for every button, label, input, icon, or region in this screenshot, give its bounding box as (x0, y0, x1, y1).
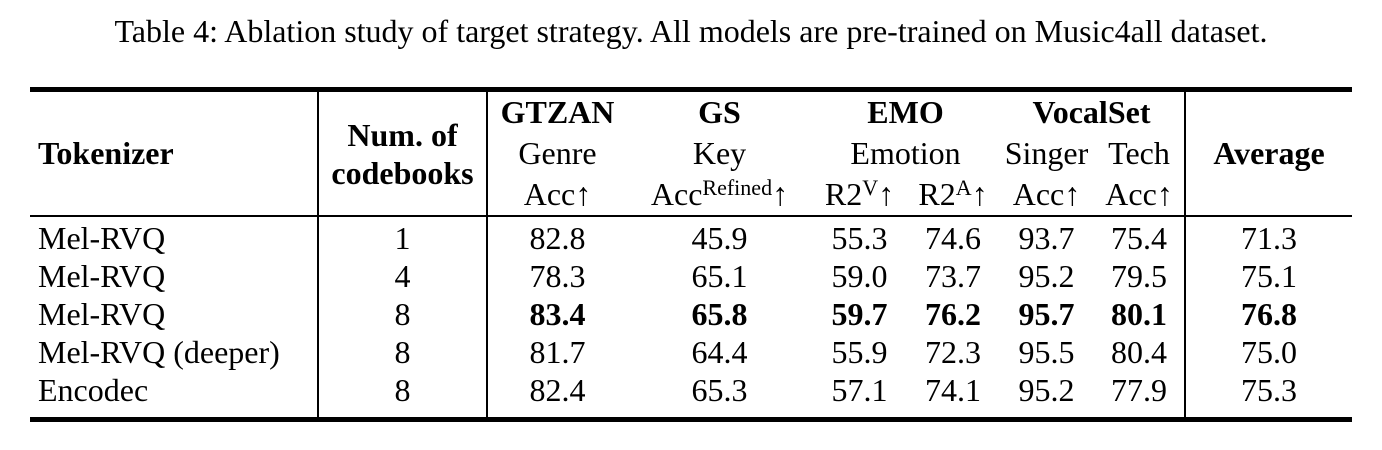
col-header-gs: GS (698, 94, 741, 130)
cell-tokenizer: Mel-RVQ (30, 295, 319, 333)
cell-value: 79.5 (1094, 257, 1187, 295)
metric-header-gs-acc-refined: AccRefined↑ (627, 174, 812, 216)
cell-tokenizer: Encodec (30, 371, 319, 420)
cell-average: 71.3 (1241, 220, 1298, 256)
num-codebooks-line1: Num. of (347, 116, 458, 153)
metric-header-vocalset-singer-acc: Acc↑ (999, 174, 1094, 216)
cell-value: 80.4 (1094, 333, 1187, 371)
cell-value: 83.4 (529, 296, 586, 332)
subheader-gs-key: Key (692, 135, 747, 171)
table-row: Mel-RVQ 4 78.3 65.1 59.0 73.7 95.2 79.5 … (30, 257, 1352, 295)
header-row-datasets: Tokenizer Num. of codebooks GTZAN GS EMO… (30, 89, 1352, 216)
cell-value: 73.7 (925, 258, 981, 294)
cell-value: 81.7 (529, 334, 586, 370)
subheader-emo-emotion: Emotion (850, 135, 961, 171)
metric-header-gtzan-acc: Acc↑ (487, 174, 627, 216)
table-row: Encodec 8 82.4 65.3 57.1 74.1 95.2 77.9 … (30, 371, 1352, 420)
col-header-average: Average (1213, 135, 1325, 171)
cell-tokenizer: Mel-RVQ (30, 216, 319, 257)
metric-superscript: V (862, 175, 879, 201)
cell-codebooks: 8 (318, 295, 488, 333)
cell-codebooks: 8 (318, 333, 488, 371)
cell-average: 75.1 (1241, 258, 1298, 294)
subheader-vocalset-singer: Singer (1004, 135, 1089, 171)
col-header-gtzan: GTZAN (500, 94, 615, 130)
cell-value: 82.4 (529, 372, 586, 408)
cell-codebooks: 8 (318, 371, 488, 420)
ablation-results-table: Tokenizer Num. of codebooks GTZAN GS EMO… (30, 87, 1353, 422)
cell-value: 59.7 (831, 296, 888, 332)
metric-superscript: Refined (702, 175, 773, 201)
cell-codebooks: 1 (318, 216, 488, 257)
cell-average: 75.0 (1241, 334, 1298, 370)
metric-base: R2 (824, 176, 863, 212)
cell-value: 65.1 (691, 258, 748, 294)
table-row: Mel-RVQ 8 83.4 65.8 59.7 76.2 95.7 80.1 … (30, 295, 1352, 333)
cell-value: 55.3 (831, 220, 888, 256)
col-header-num-codebooks: Num. of codebooks (318, 89, 488, 216)
subheader-gtzan-genre: Genre (518, 135, 597, 171)
up-arrow-icon: ↑ (575, 176, 592, 212)
metric-header-emo-r2v: R2V↑ (812, 174, 907, 216)
up-arrow-icon: ↑ (971, 176, 988, 212)
cell-value: 82.8 (529, 220, 586, 256)
subheader-vocalset-tech: Tech (1094, 133, 1187, 174)
cell-value: 45.9 (691, 220, 748, 256)
cell-value: 93.7 (1018, 220, 1075, 256)
header-row-metrics: Acc↑ AccRefined↑ R2V↑ R2A↑ Acc↑ Acc↑ (30, 174, 1352, 216)
cell-value: 75.4 (1094, 216, 1187, 257)
cell-value: 57.1 (831, 372, 888, 408)
cell-value: 72.3 (925, 334, 981, 370)
metric-superscript: A (955, 175, 972, 201)
cell-value: 95.7 (1018, 296, 1075, 332)
cell-value: 74.1 (925, 372, 981, 408)
table-row: Mel-RVQ (deeper) 8 81.7 64.4 55.9 72.3 9… (30, 333, 1352, 371)
col-header-tokenizer: Tokenizer (30, 89, 319, 216)
cell-value: 95.2 (1018, 258, 1075, 294)
metric-base: Acc (650, 176, 703, 212)
col-header-vocalset: VocalSet (999, 89, 1187, 133)
cell-value: 65.3 (691, 372, 748, 408)
up-arrow-icon: ↑ (878, 176, 895, 212)
up-arrow-icon: ↑ (1156, 176, 1173, 212)
cell-tokenizer: Mel-RVQ (30, 257, 319, 295)
cell-value: 65.8 (691, 296, 748, 332)
cell-value: 95.5 (1018, 334, 1075, 370)
table-caption: Table 4: Ablation study of target strate… (114, 13, 1268, 49)
cell-value: 76.2 (925, 296, 981, 332)
cell-value: 64.4 (691, 334, 748, 370)
cell-codebooks: 4 (318, 257, 488, 295)
cell-tokenizer: Mel-RVQ (deeper) (30, 333, 319, 371)
col-header-emo: EMO (867, 94, 944, 130)
cell-average: 75.3 (1241, 372, 1298, 408)
metric-header-emo-r2a: R2A↑ (907, 174, 999, 216)
metric-base: Acc (523, 176, 576, 212)
header-row-tasks: Genre Key Emotion Singer Tech (30, 133, 1352, 174)
cell-value: 59.0 (831, 258, 888, 294)
cell-average: 76.8 (1241, 296, 1298, 332)
cell-value: 95.2 (1018, 372, 1075, 408)
metric-header-vocalset-tech-acc: Acc↑ (1094, 174, 1187, 216)
metric-base: R2 (918, 176, 956, 212)
num-codebooks-line2: codebooks (331, 154, 474, 191)
cell-value: 80.1 (1094, 295, 1187, 333)
up-arrow-icon: ↑ (1064, 176, 1081, 212)
metric-base: Acc (1105, 176, 1157, 212)
up-arrow-icon: ↑ (772, 176, 789, 212)
metric-base: Acc (1012, 176, 1065, 212)
cell-value: 77.9 (1094, 371, 1187, 420)
cell-value: 55.9 (831, 334, 888, 370)
cell-value: 78.3 (529, 258, 586, 294)
cell-value: 74.6 (925, 220, 981, 256)
table-row: Mel-RVQ 1 82.8 45.9 55.3 74.6 93.7 75.4 … (30, 216, 1352, 257)
